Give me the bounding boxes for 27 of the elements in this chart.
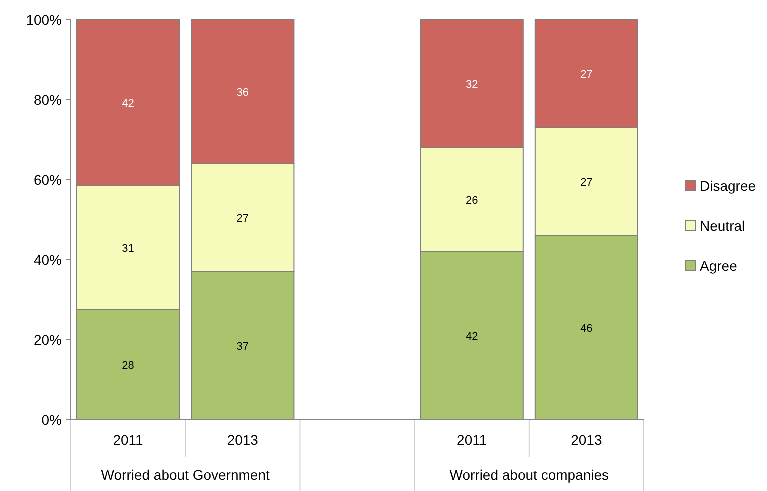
data-label: 32: [466, 79, 478, 91]
y-tick-label: 20%: [34, 332, 62, 348]
data-label: 42: [122, 98, 134, 110]
data-label: 28: [122, 360, 134, 372]
x-tick-label: 2013: [571, 432, 602, 448]
y-tick-label: 40%: [34, 252, 62, 268]
data-label: 27: [236, 213, 250, 225]
data-label: 26: [466, 195, 478, 207]
legend-label: Neutral: [700, 218, 746, 234]
text: Worried about companies: [450, 467, 610, 483]
data-label: 31: [122, 243, 134, 255]
data-label: 27: [580, 177, 593, 189]
x-tick-label: 2011: [113, 432, 144, 448]
x-tick-label: 2011: [457, 432, 488, 448]
data-label: 37: [236, 341, 250, 353]
legend-label: Disagree: [700, 178, 756, 194]
y-tick-label: 0%: [42, 412, 62, 428]
data-label: 36: [236, 87, 250, 99]
data-label: 27: [580, 69, 593, 81]
text: Worried about Government: [101, 467, 270, 483]
y-tick-label: 100%: [26, 12, 62, 28]
x-tick-label: 2013: [227, 432, 259, 448]
y-tick-label: 80%: [34, 92, 62, 108]
legend-label: Agree: [700, 258, 738, 274]
data-label: 46: [580, 323, 593, 335]
data-label: 42: [466, 331, 478, 343]
y-tick-label: 60%: [34, 172, 62, 188]
